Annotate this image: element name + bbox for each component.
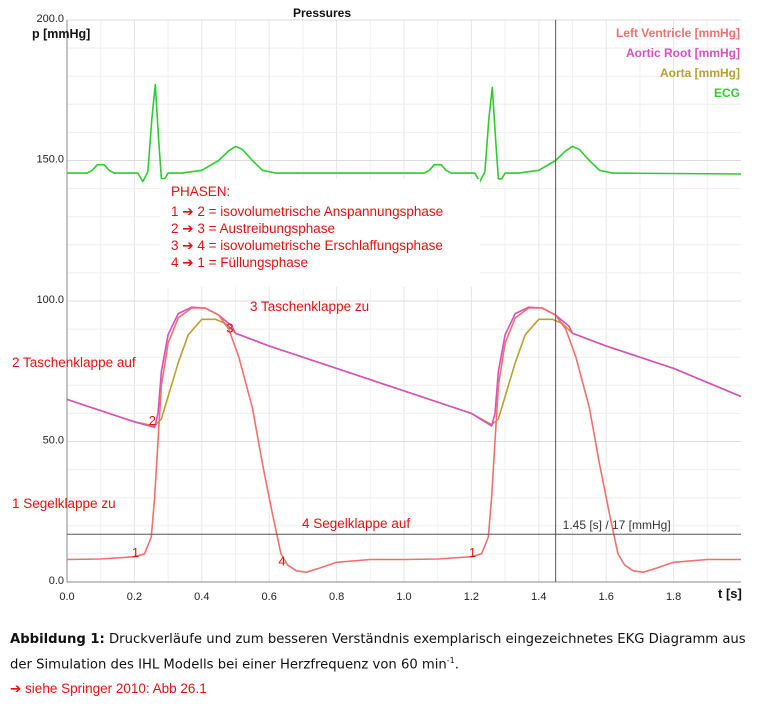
phase-marker-3: 3 xyxy=(226,320,233,335)
legend-entry: Aortic Root [mmHg] xyxy=(626,46,740,60)
phase-marker-4: 4 xyxy=(278,554,285,569)
x-tick-label: 0.0 xyxy=(59,591,74,603)
annotation-segelklappe-auf: 4 Segelklappe auf xyxy=(302,516,410,531)
legend-entry: Aorta [mmHg] xyxy=(660,66,740,80)
x-tick-label: 1.6 xyxy=(599,591,614,603)
y-axis-label: p [mmHg] xyxy=(32,27,90,41)
phase-marker-1: 1 xyxy=(132,545,139,560)
series-line-ecg xyxy=(67,83,742,183)
phase-line-1: 1 ➔ 2 = isovolumetrische Anspannungsphas… xyxy=(171,204,443,219)
legend-entry: ECG xyxy=(714,86,740,100)
caption-superscript: -1 xyxy=(446,656,455,665)
phase-point-markers: 1 2 3 4 1 xyxy=(132,320,476,568)
y-tick-label: 200.0 xyxy=(36,13,64,25)
annotation-segelklappe-zu: 1 Segelklappe zu xyxy=(12,496,116,511)
x-tick-label: 1.4 xyxy=(531,591,546,603)
caption-label: Abbildung 1: xyxy=(10,632,105,647)
y-tick-label: 100.0 xyxy=(36,294,64,306)
crosshair-cursor: 1.45 [s] / 17 [mmHg] xyxy=(67,20,741,582)
annotation-taschenklappe-zu: 3 Taschenklappe zu xyxy=(250,299,369,314)
series-lines xyxy=(66,83,742,573)
x-tick-label: 0.6 xyxy=(262,591,277,603)
chart-title: Pressures xyxy=(293,6,351,20)
series-line-left-ventricle xyxy=(66,307,741,573)
x-axis-label: t [s] xyxy=(718,586,742,601)
phase-marker-2: 2 xyxy=(149,413,156,428)
x-tick-label: 1.8 xyxy=(666,591,681,603)
phase-marker-1: 1 xyxy=(469,545,476,560)
phase-line-4: 4 ➔ 1 = Füllungsphase xyxy=(171,255,308,270)
x-tick-label: 1.0 xyxy=(396,591,411,603)
figure-caption: Abbildung 1: Druckverläufe und zum besse… xyxy=(10,629,760,675)
phases-box: PHASEN: 1 ➔ 2 = isovolumetrische Anspann… xyxy=(160,179,480,287)
phases-box-background xyxy=(160,179,480,287)
phase-line-2: 2 ➔ 3 = Austreibungsphase xyxy=(171,221,335,236)
x-tick-label: 0.2 xyxy=(127,591,142,603)
grid xyxy=(66,19,741,583)
axes: 0.0 0.2 0.4 0.6 0.8 1.0 1.2 1.4 1.6 1.8 0.0 50.0 100… xyxy=(36,13,741,603)
annotation-taschenklappe-auf: 2 Taschenklappe auf xyxy=(12,355,136,370)
y-tick-label: 150.0 xyxy=(36,154,64,166)
cursor-readout: 1.45 [s] / 17 [mmHg] xyxy=(563,518,671,532)
x-tick-label: 0.8 xyxy=(329,591,344,603)
phases-heading: PHASEN: xyxy=(171,184,230,199)
pressures-chart: 0.0 0.2 0.4 0.6 0.8 1.0 1.2 1.4 1.6 1.8 0.0 50.0 100… xyxy=(12,6,742,603)
y-tick-label: 50.0 xyxy=(43,435,64,447)
phase-line-3: 3 ➔ 4 = isovolumetrische Erschlaffungsph… xyxy=(171,238,443,253)
legend-entry: Left Ventricle [mmHg] xyxy=(616,26,740,40)
x-tick-label: 0.4 xyxy=(194,591,209,603)
legend: Left Ventricle [mmHg] Aortic Root [mmHg] A… xyxy=(616,26,740,100)
caption-text: Druckverläufe und zum besseren Verständn… xyxy=(10,632,746,673)
reference-link[interactable]: ➔ siehe Springer 2010: Abb 26.1 xyxy=(10,681,207,696)
caption-end: . xyxy=(454,657,459,673)
y-tick-label: 0.0 xyxy=(49,575,64,587)
x-tick-label: 1.2 xyxy=(464,591,479,603)
